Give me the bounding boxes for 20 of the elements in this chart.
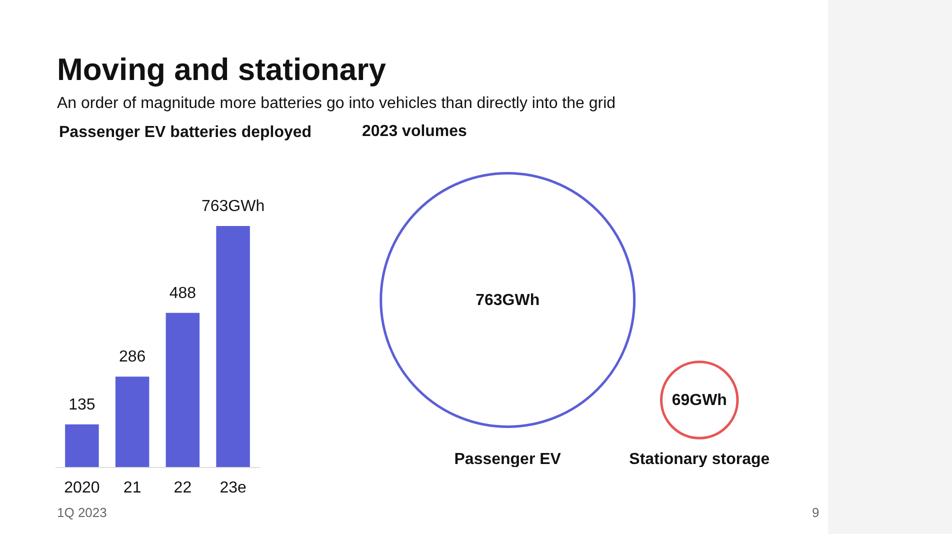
text: 1Q 2023	[57, 505, 107, 520]
data-label: 135	[68, 396, 96, 414]
data-label: 763GWh	[476, 292, 540, 309]
data-label: 286	[118, 348, 146, 366]
x-tick-label: 22	[174, 480, 192, 496]
bar	[115, 376, 150, 467]
data-label: 488	[169, 284, 196, 302]
text: 2023 volumes	[362, 123, 468, 140]
chart-title: Passenger EV batteries deployed	[59, 124, 312, 141]
x-tick-label: 23e	[220, 480, 246, 496]
x-tick-label: 2020	[64, 480, 100, 496]
text: 9	[812, 505, 820, 520]
bar	[65, 424, 99, 467]
bar	[216, 226, 250, 467]
bar	[166, 312, 200, 467]
data-label: 69GWh	[672, 392, 727, 409]
x-tick-label: 21	[123, 480, 142, 496]
data-label: 763GWh	[201, 198, 265, 215]
text: An order of magnitude more batteries go into vehicles than directly into the grid	[57, 95, 616, 113]
text: Moving and stationary	[57, 52, 386, 88]
